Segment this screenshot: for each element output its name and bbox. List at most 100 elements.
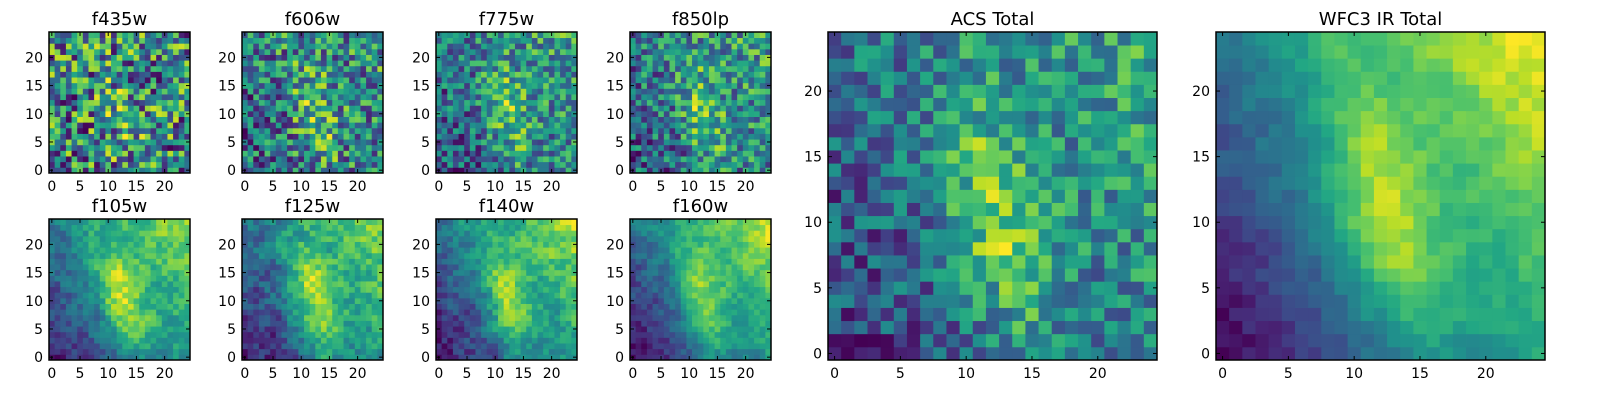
heatmap-cell [247, 167, 254, 174]
heatmap-cell [652, 144, 659, 151]
heatmap-cell [514, 292, 521, 299]
heatmap-cell [247, 230, 254, 237]
heatmap-cell [560, 127, 567, 134]
heatmap-cell [725, 71, 732, 78]
heatmap-cell [287, 354, 294, 361]
heatmap-cell [275, 71, 282, 78]
heatmap-cell [469, 224, 476, 231]
heatmap-cell [675, 292, 682, 299]
heatmap-cell [264, 286, 271, 293]
heatmap-cell [366, 241, 373, 248]
heatmap-cell [270, 281, 277, 288]
heatmap-cell [697, 337, 704, 344]
heatmap-cell [635, 133, 642, 140]
heatmap-cell [156, 54, 163, 61]
heatmap-cell [343, 133, 350, 140]
heatmap-cell [469, 32, 476, 39]
heatmap-cell [99, 348, 106, 355]
heatmap-cell [543, 43, 550, 50]
heatmap-cell [178, 292, 185, 299]
heatmap-cell [65, 144, 72, 151]
heatmap-cell [554, 292, 561, 299]
heatmap-cell [320, 230, 327, 237]
heatmap-cell [292, 314, 299, 321]
heatmap-cell [526, 32, 533, 39]
heatmap-cell [692, 65, 699, 72]
heatmap-cell [543, 303, 550, 310]
heatmap-cell [498, 94, 505, 101]
heatmap-cell [167, 48, 174, 55]
heatmap-cell [503, 314, 510, 321]
heatmap-cell [332, 235, 339, 242]
heatmap-cell [82, 82, 89, 89]
heatmap-cell [122, 252, 129, 259]
heatmap-cell [247, 94, 254, 101]
heatmap-cell [304, 297, 311, 304]
heatmap-cell [371, 54, 378, 61]
heatmap-cell [258, 343, 265, 350]
heatmap-cell [105, 54, 112, 61]
heatmap-cell [481, 37, 488, 44]
heatmap-cell [264, 297, 271, 304]
heatmap-cell [184, 252, 191, 259]
heatmap-cell [88, 269, 95, 276]
heatmap-cell [105, 133, 112, 140]
heatmap-cell [111, 122, 118, 129]
heatmap-cell [475, 37, 482, 44]
heatmap-cell [77, 144, 84, 151]
heatmap-cell [94, 60, 101, 67]
heatmap-cell [548, 326, 555, 333]
heatmap-cell [571, 314, 578, 321]
heatmap-cell [65, 94, 72, 101]
heatmap-cell [680, 60, 687, 67]
heatmap-cell [82, 292, 89, 299]
heatmap-cell [714, 65, 721, 72]
heatmap-cell [371, 224, 378, 231]
heatmap-cell [349, 326, 356, 333]
heatmap-cell [65, 264, 72, 271]
heatmap-cell [116, 156, 123, 163]
heatmap-cell [565, 264, 572, 271]
heatmap-cell [377, 99, 384, 106]
heatmap-cell [469, 292, 476, 299]
heatmap-cell [720, 309, 727, 316]
heatmap-cell [60, 348, 67, 355]
heatmap-cell [150, 337, 157, 344]
heatmap-cell [258, 241, 265, 248]
heatmap-cell [105, 60, 112, 67]
heatmap-cell [94, 224, 101, 231]
heatmap-cell [565, 65, 572, 72]
heatmap-cell [258, 269, 265, 276]
heatmap-cell [270, 303, 277, 310]
heatmap-cell [703, 354, 710, 361]
heatmap-cell [309, 275, 316, 282]
heatmap-cell [94, 116, 101, 123]
heatmap-cell [116, 105, 123, 112]
heatmap-cell [646, 320, 653, 327]
heatmap-cell [646, 43, 653, 50]
heatmap-cell [275, 99, 282, 106]
heatmap-cell [247, 88, 254, 95]
heatmap-cell [94, 127, 101, 134]
heatmap-cell [377, 150, 384, 157]
heatmap-cell [560, 48, 567, 55]
heatmap-cell [464, 88, 471, 95]
heatmap-cell [264, 65, 271, 72]
heatmap-cell [304, 343, 311, 350]
heatmap-cell [759, 88, 766, 95]
heatmap-cell [537, 116, 544, 123]
heatmap-cell [94, 354, 101, 361]
heatmap-cell [675, 139, 682, 146]
heatmap-cell [447, 144, 454, 151]
heatmap-cell [94, 88, 101, 95]
heatmap-cell [452, 65, 459, 72]
heatmap-cell [242, 331, 249, 338]
heatmap-cell [354, 252, 361, 259]
heatmap-cell [167, 37, 174, 44]
heatmap-cell [178, 320, 185, 327]
heatmap-cell [60, 292, 67, 299]
heatmap-cell [436, 37, 443, 44]
heatmap-cell [156, 116, 163, 123]
heatmap-cell [537, 292, 544, 299]
heatmap-cell [565, 219, 572, 226]
